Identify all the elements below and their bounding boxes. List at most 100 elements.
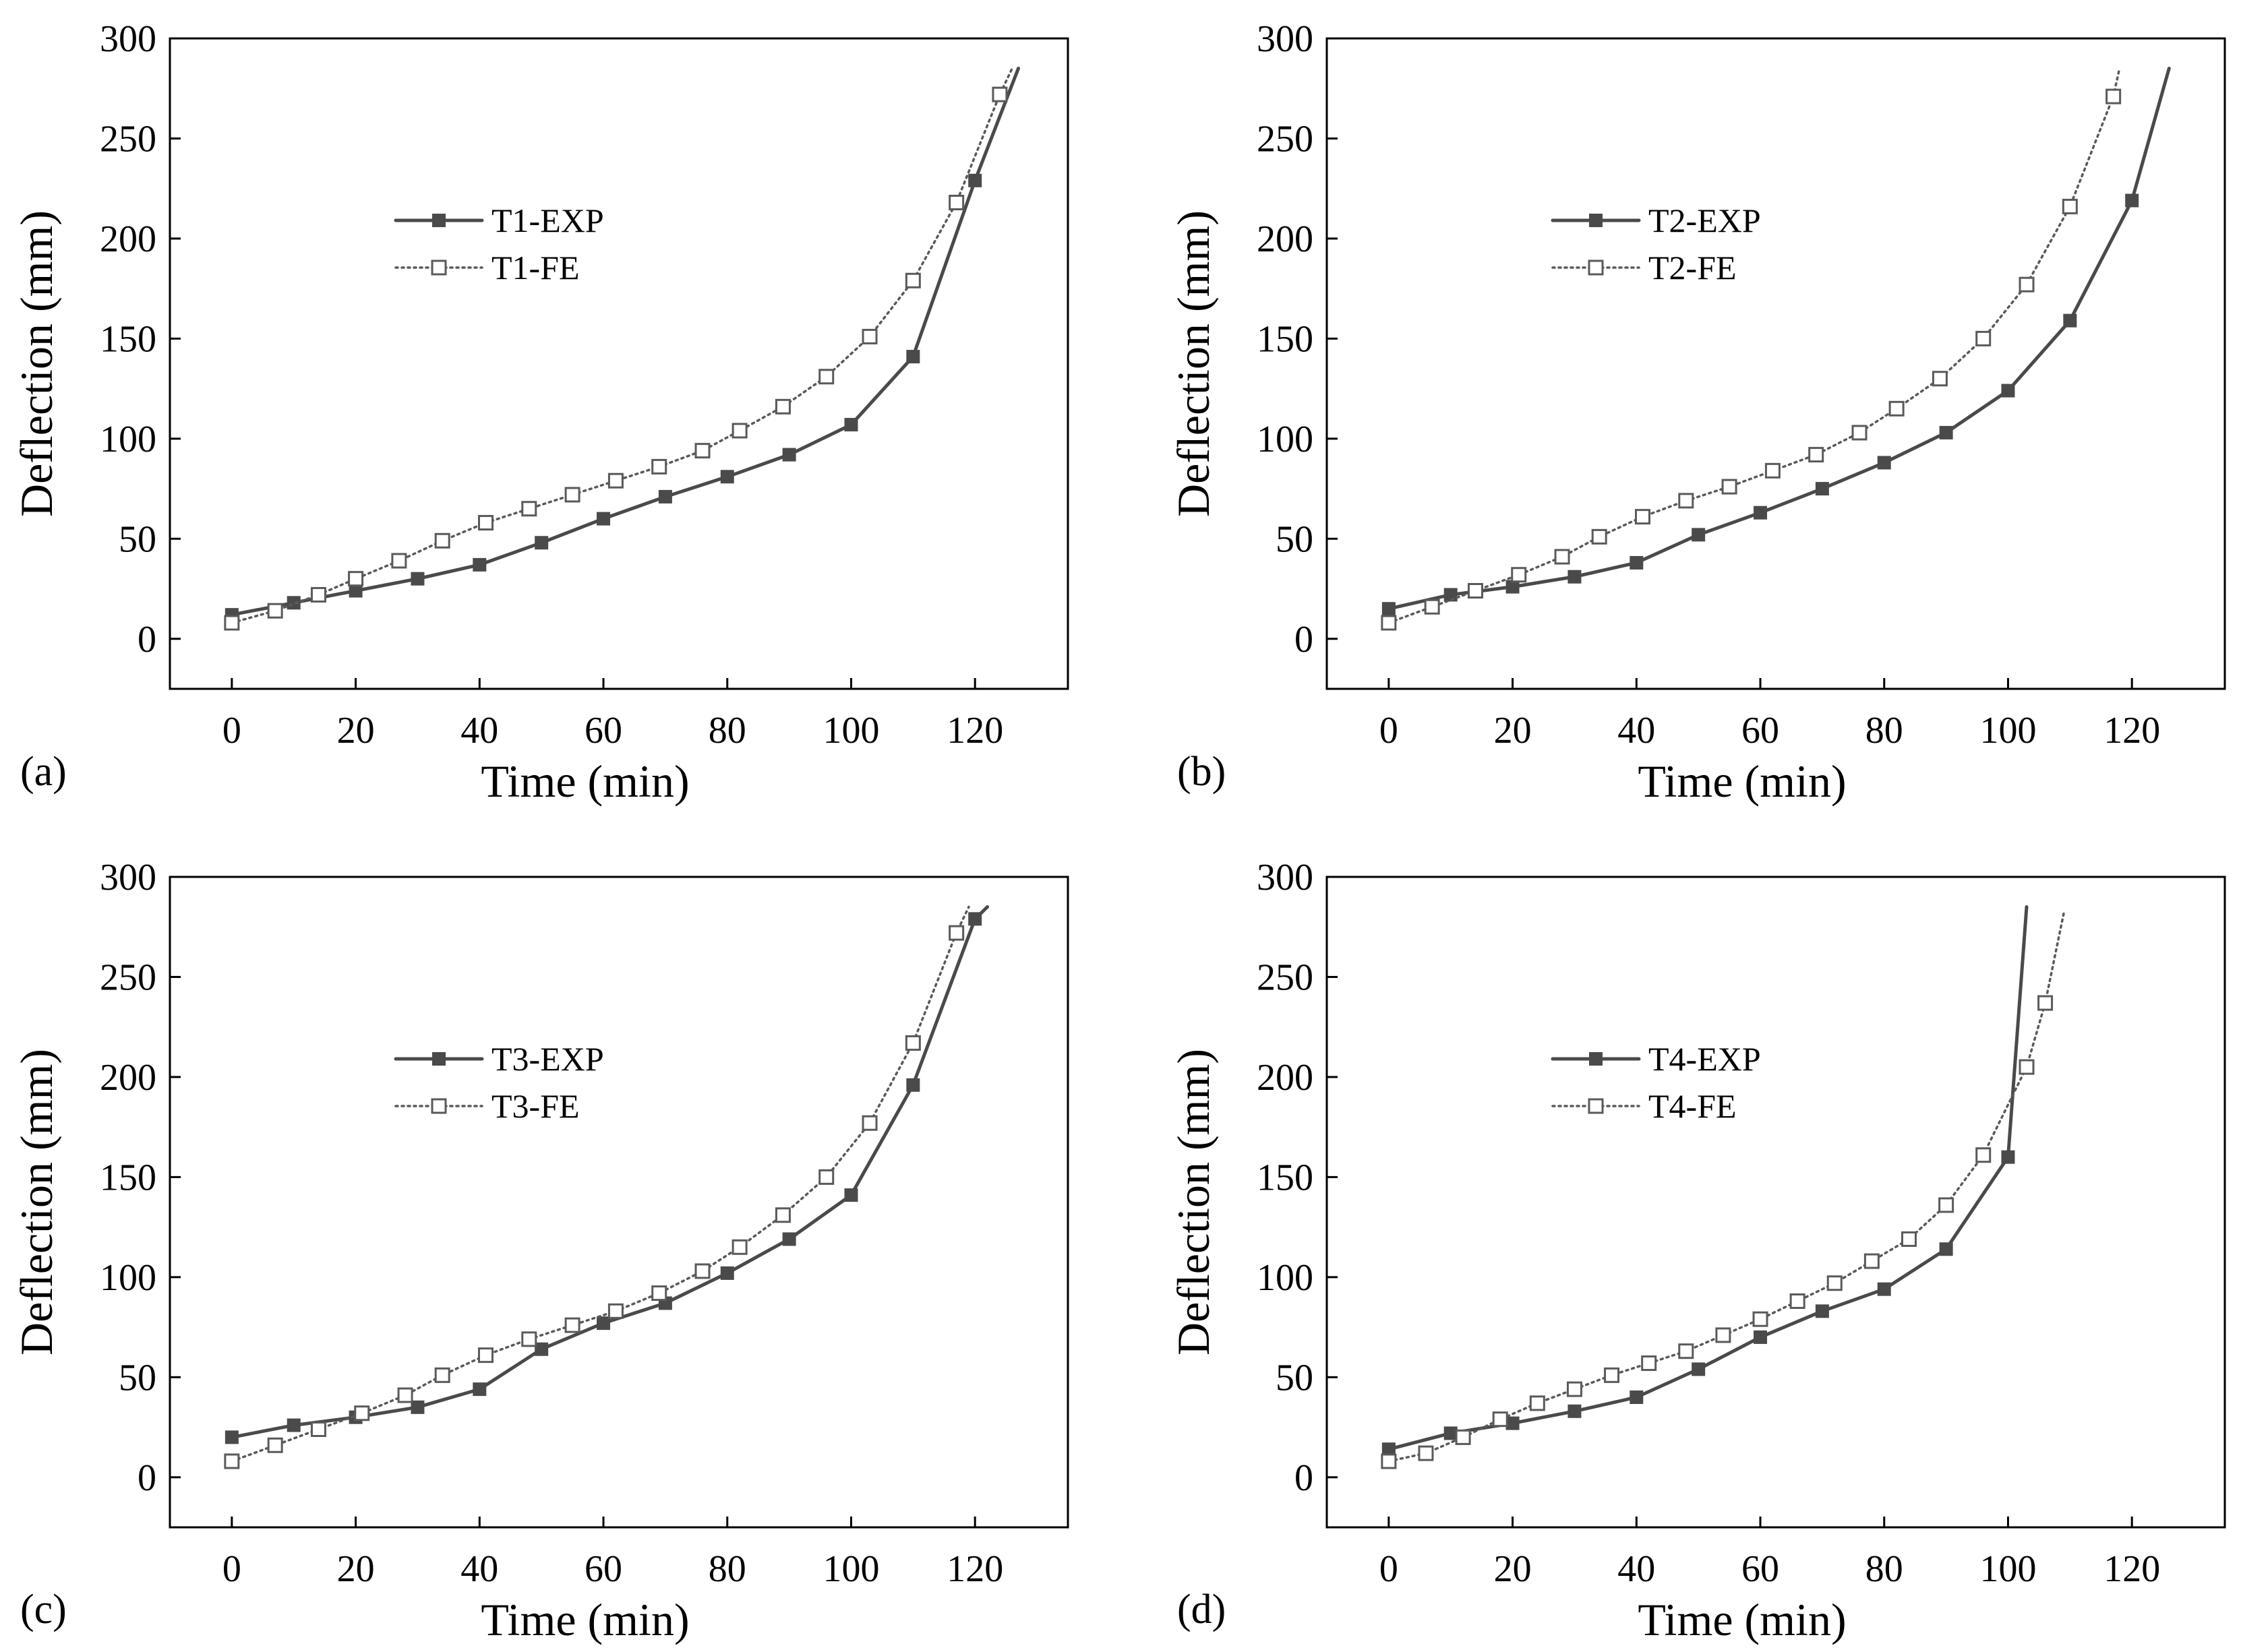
x-tick-label: 120 — [2103, 1548, 2160, 1590]
data-point-marker — [224, 1453, 240, 1469]
x-tick-label: 80 — [1865, 710, 1903, 752]
data-point-marker — [1939, 425, 1953, 439]
legend: T3-EXP T3-FE — [394, 1040, 604, 1125]
data-point-marker — [1752, 1311, 1768, 1327]
data-point-marker — [844, 418, 858, 432]
x-tick-label: 40 — [460, 1548, 498, 1590]
series-T3-FE — [224, 905, 970, 1469]
x-tick-label: 60 — [1741, 1548, 1779, 1590]
data-point-marker — [1529, 1395, 1545, 1411]
data-point-marker — [607, 472, 624, 489]
data-point-marker — [1511, 567, 1527, 583]
y-tick-label: 150 — [1257, 1157, 1313, 1198]
data-point-marker — [1678, 1343, 1694, 1359]
series-line — [231, 67, 1014, 624]
panel-label: (a) — [20, 749, 67, 795]
data-point-marker — [731, 1239, 748, 1255]
data-point-marker — [1715, 1327, 1731, 1343]
series-T3-EXP — [225, 905, 990, 1444]
legend-label: T3-FE — [491, 1087, 580, 1125]
x-axis-title: Time (min) — [481, 756, 689, 807]
y-tick-label: 0 — [138, 1457, 156, 1499]
legend-label: T4-EXP — [1648, 1040, 1761, 1078]
data-point-marker — [1938, 1197, 1954, 1213]
series-T4-FE — [1381, 911, 2065, 1469]
y-tick-label: 250 — [1257, 956, 1313, 998]
data-point-marker — [2125, 193, 2139, 208]
x-tick-label: 60 — [585, 710, 622, 752]
data-point-marker — [844, 1188, 858, 1202]
data-point-marker — [782, 448, 796, 462]
data-point-marker — [1826, 1275, 1843, 1291]
legend-marker — [432, 214, 446, 227]
y-tick-label: 250 — [100, 956, 156, 998]
chart-panel-3: 0 20 40 60 80 100 120 0 50 100 150 200 250 300 Time (m… — [11, 857, 1069, 1645]
data-point-marker — [1789, 1293, 1805, 1309]
legend: T2-EXP T2-FE — [1551, 202, 1761, 286]
data-point-marker — [775, 398, 791, 415]
x-tick-label: 20 — [337, 1548, 375, 1590]
y-tick-label: 150 — [100, 1157, 156, 1198]
data-point-marker — [1932, 371, 1948, 387]
data-point-marker — [1764, 462, 1781, 479]
data-point-marker — [694, 443, 711, 459]
data-point-marker — [1721, 479, 1737, 495]
data-point-marker — [1939, 1242, 1953, 1256]
data-point-marker — [411, 1400, 425, 1414]
y-tick-label: 50 — [119, 518, 156, 560]
data-point-marker — [1424, 599, 1440, 615]
data-point-marker — [1901, 1231, 1917, 1247]
y-tick-label: 100 — [1257, 419, 1313, 460]
x-tick-label: 80 — [709, 1548, 746, 1590]
legend-label: T3-EXP — [491, 1040, 604, 1078]
series-T1-FE — [224, 67, 1014, 631]
series-T2-FE — [1381, 67, 2122, 631]
data-point-marker — [1567, 570, 1582, 584]
y-tick-label: 100 — [1257, 1257, 1313, 1299]
data-point-marker — [968, 173, 982, 187]
data-point-marker — [731, 423, 748, 439]
data-point-marker — [1418, 1445, 1434, 1461]
y-tick-label: 300 — [1257, 18, 1313, 60]
data-point-marker — [2019, 276, 2035, 293]
data-point-marker — [564, 487, 580, 503]
y-axis-title: Deflection (mm) — [1168, 1049, 1219, 1355]
data-point-marker — [1604, 1367, 1620, 1383]
data-point-marker — [720, 1266, 734, 1280]
data-point-marker — [1692, 528, 1706, 542]
legend-label: T1-EXP — [491, 202, 604, 239]
data-point-marker — [2001, 1150, 2015, 1164]
data-point-marker — [354, 1405, 370, 1421]
data-point-marker — [782, 1232, 796, 1246]
data-point-marker — [1381, 1442, 1396, 1457]
x-tick-label: 100 — [1979, 1548, 2036, 1590]
panel-label: (b) — [1177, 749, 1226, 795]
data-point-marker — [1567, 1404, 1582, 1418]
plot-frame — [169, 37, 1069, 690]
x-tick-label: 40 — [1617, 710, 1655, 752]
data-point-marker — [2019, 1059, 2035, 1075]
data-point-marker — [310, 1421, 326, 1438]
x-tick-label: 20 — [1494, 1548, 1532, 1590]
data-point-marker — [521, 1331, 537, 1347]
data-point-marker — [1443, 1426, 1458, 1440]
data-point-marker — [949, 194, 965, 210]
data-point-marker — [1455, 1429, 1471, 1445]
series-line — [1387, 67, 2171, 611]
y-tick-label: 0 — [1294, 1457, 1313, 1499]
x-tick-label: 100 — [823, 710, 879, 752]
data-point-marker — [434, 532, 450, 549]
data-point-marker — [992, 86, 1008, 102]
data-point-marker — [1678, 493, 1694, 509]
legend-label: T1-FE — [491, 249, 580, 286]
data-point-marker — [2105, 88, 2122, 104]
series-line — [1387, 905, 2029, 1451]
legend: T1-EXP T1-FE — [394, 202, 604, 286]
data-point-marker — [1492, 1411, 1508, 1428]
series-T4-EXP — [1381, 905, 2029, 1457]
y-tick-label: 200 — [100, 218, 156, 260]
x-tick-label: 80 — [709, 710, 746, 752]
y-tick-label: 150 — [1257, 318, 1313, 360]
x-tick-label: 20 — [1494, 710, 1532, 752]
legend-marker — [432, 1052, 446, 1066]
